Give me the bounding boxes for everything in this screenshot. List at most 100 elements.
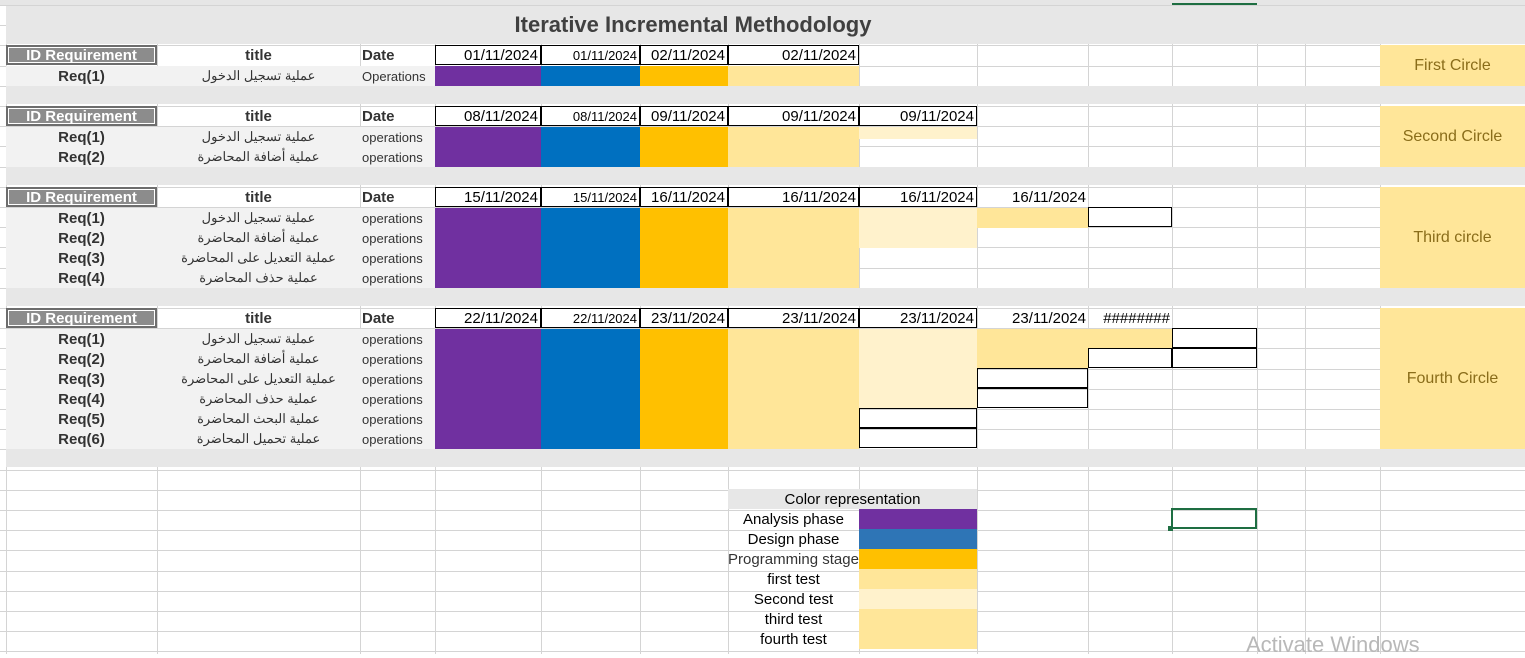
stage-date-cell: 16/11/2024 <box>1012 188 1086 206</box>
date-column-header: Date <box>362 46 395 64</box>
first-test-phase-block <box>728 127 859 167</box>
active-column-indicator <box>1172 3 1257 5</box>
requirement-id: Req(4) <box>58 390 105 408</box>
gridline-horizontal <box>0 5 1525 6</box>
gridline-horizontal <box>0 530 1525 531</box>
design-phase-block <box>541 127 640 167</box>
requirement-operations: operations <box>362 129 423 145</box>
requirement-title: عملية أضافة المحاضرة <box>197 149 320 164</box>
requirement-title: عملية التعديل على المحاضرة <box>181 250 336 265</box>
selected-cell[interactable] <box>1171 508 1257 529</box>
requirement-title: عملية حذف المحاضرة <box>199 391 318 406</box>
legend-label: Second test <box>753 590 834 608</box>
programming-phase-block <box>640 208 728 288</box>
requirement-title: عملية تسجيل الدخول <box>201 331 316 346</box>
id-requirement-header: ID Requirement <box>6 308 157 328</box>
requirement-row-bg <box>6 389 435 409</box>
requirement-id: Req(3) <box>58 249 105 267</box>
circle-label: First Circle <box>1380 45 1525 86</box>
gridline-horizontal <box>0 510 1525 511</box>
requirement-operations: operations <box>362 431 423 447</box>
requirement-title: عملية البحث المحاضرة <box>197 411 320 426</box>
section-separator-band <box>6 449 1525 467</box>
stage-date-cell: 02/11/2024 <box>728 45 859 65</box>
page-title: Iterative Incremental Methodology <box>514 12 872 37</box>
requirement-row-bg <box>6 349 435 369</box>
gridline-horizontal <box>0 470 1525 471</box>
analysis-phase-block <box>435 208 541 288</box>
gridline-horizontal <box>0 631 1525 632</box>
requirement-id: Req(1) <box>58 128 105 146</box>
gridline-horizontal <box>0 126 1525 127</box>
design-phase-block <box>541 66 640 86</box>
requirement-operations: Operations <box>362 68 426 84</box>
requirement-row-bg <box>6 369 435 389</box>
title-column-header: title <box>245 309 272 327</box>
requirement-title: عملية تحميل المحاضرة <box>196 431 321 446</box>
requirement-id: Req(2) <box>58 148 105 166</box>
second-test-phase-block <box>859 208 977 248</box>
requirement-title: عملية تسجيل الدخول <box>201 68 316 83</box>
section-separator-band <box>6 86 1525 104</box>
requirement-row-bg <box>6 429 435 449</box>
requirement-row-bg <box>6 329 435 349</box>
gridline-vertical <box>1172 0 1173 654</box>
requirement-operations: operations <box>362 391 423 407</box>
requirement-operations: operations <box>362 351 423 367</box>
requirement-title: عملية التعديل على المحاضرة <box>181 371 336 386</box>
requirement-row-bg <box>6 268 435 288</box>
requirement-operations: operations <box>362 149 423 165</box>
stage-date-cell: 16/11/2024 <box>859 187 977 207</box>
activate-windows-watermark: Activate Windows <box>1246 632 1420 657</box>
legend-header: Color representation <box>728 489 977 509</box>
id-requirement-header: ID Requirement <box>6 45 157 65</box>
requirement-title: عملية تسجيل الدخول <box>201 129 316 144</box>
design-phase-block <box>541 208 640 288</box>
circle-label: Fourth Circle <box>1380 308 1525 449</box>
requirement-operations: operations <box>362 331 423 347</box>
gridline-horizontal <box>0 651 1525 652</box>
circle-label: Second Circle <box>1380 106 1525 167</box>
legend-label: Analysis phase <box>743 510 844 528</box>
gridline-vertical <box>157 0 158 654</box>
stage-date-cell: 01/11/2024 <box>541 45 640 65</box>
requirement-operations: operations <box>362 371 423 387</box>
fill-handle[interactable] <box>1168 526 1173 531</box>
legend-swatch <box>859 549 977 569</box>
stage-date-cell: 23/11/2024 <box>640 308 728 328</box>
requirement-id: Req(2) <box>58 350 105 368</box>
bordered-empty-cell <box>1088 207 1172 227</box>
requirement-id: Req(6) <box>58 430 105 448</box>
requirement-id: Req(3) <box>58 370 105 388</box>
second-test-phase-block <box>859 329 977 409</box>
stage-date-cell: 08/11/2024 <box>541 106 640 126</box>
requirement-row-bg <box>6 409 435 429</box>
stage-date-cell: 09/11/2024 <box>640 106 728 126</box>
requirement-row-bg <box>6 208 435 228</box>
stage-date-cell: 16/11/2024 <box>640 187 728 207</box>
requirement-title: عملية أضافة المحاضرة <box>197 230 320 245</box>
requirement-row-bg <box>6 228 435 248</box>
date-column-header: Date <box>362 107 395 125</box>
requirement-operations: operations <box>362 230 423 246</box>
fourth-test-phase-block <box>1088 329 1172 349</box>
date-column-header: Date <box>362 188 395 206</box>
requirement-operations: operations <box>362 270 423 286</box>
bordered-empty-cell <box>1088 348 1172 368</box>
gridline-vertical <box>360 0 361 654</box>
legend-label: Design phase <box>747 530 840 548</box>
bordered-empty-cell <box>859 408 977 428</box>
stage-date-cell: 02/11/2024 <box>640 45 728 65</box>
legend-label: Programming stage <box>728 550 859 568</box>
legend-swatch <box>859 609 977 629</box>
gridline-horizontal <box>0 611 1525 612</box>
requirement-id: Req(1) <box>58 67 105 85</box>
gridline-horizontal <box>0 550 1525 551</box>
legend-label: first test <box>767 570 820 588</box>
legend-swatch <box>859 509 977 529</box>
programming-phase-block <box>640 127 728 167</box>
requirement-row-bg <box>6 66 435 86</box>
stage-date-cell: 01/11/2024 <box>435 45 541 65</box>
legend-swatch <box>859 589 977 609</box>
